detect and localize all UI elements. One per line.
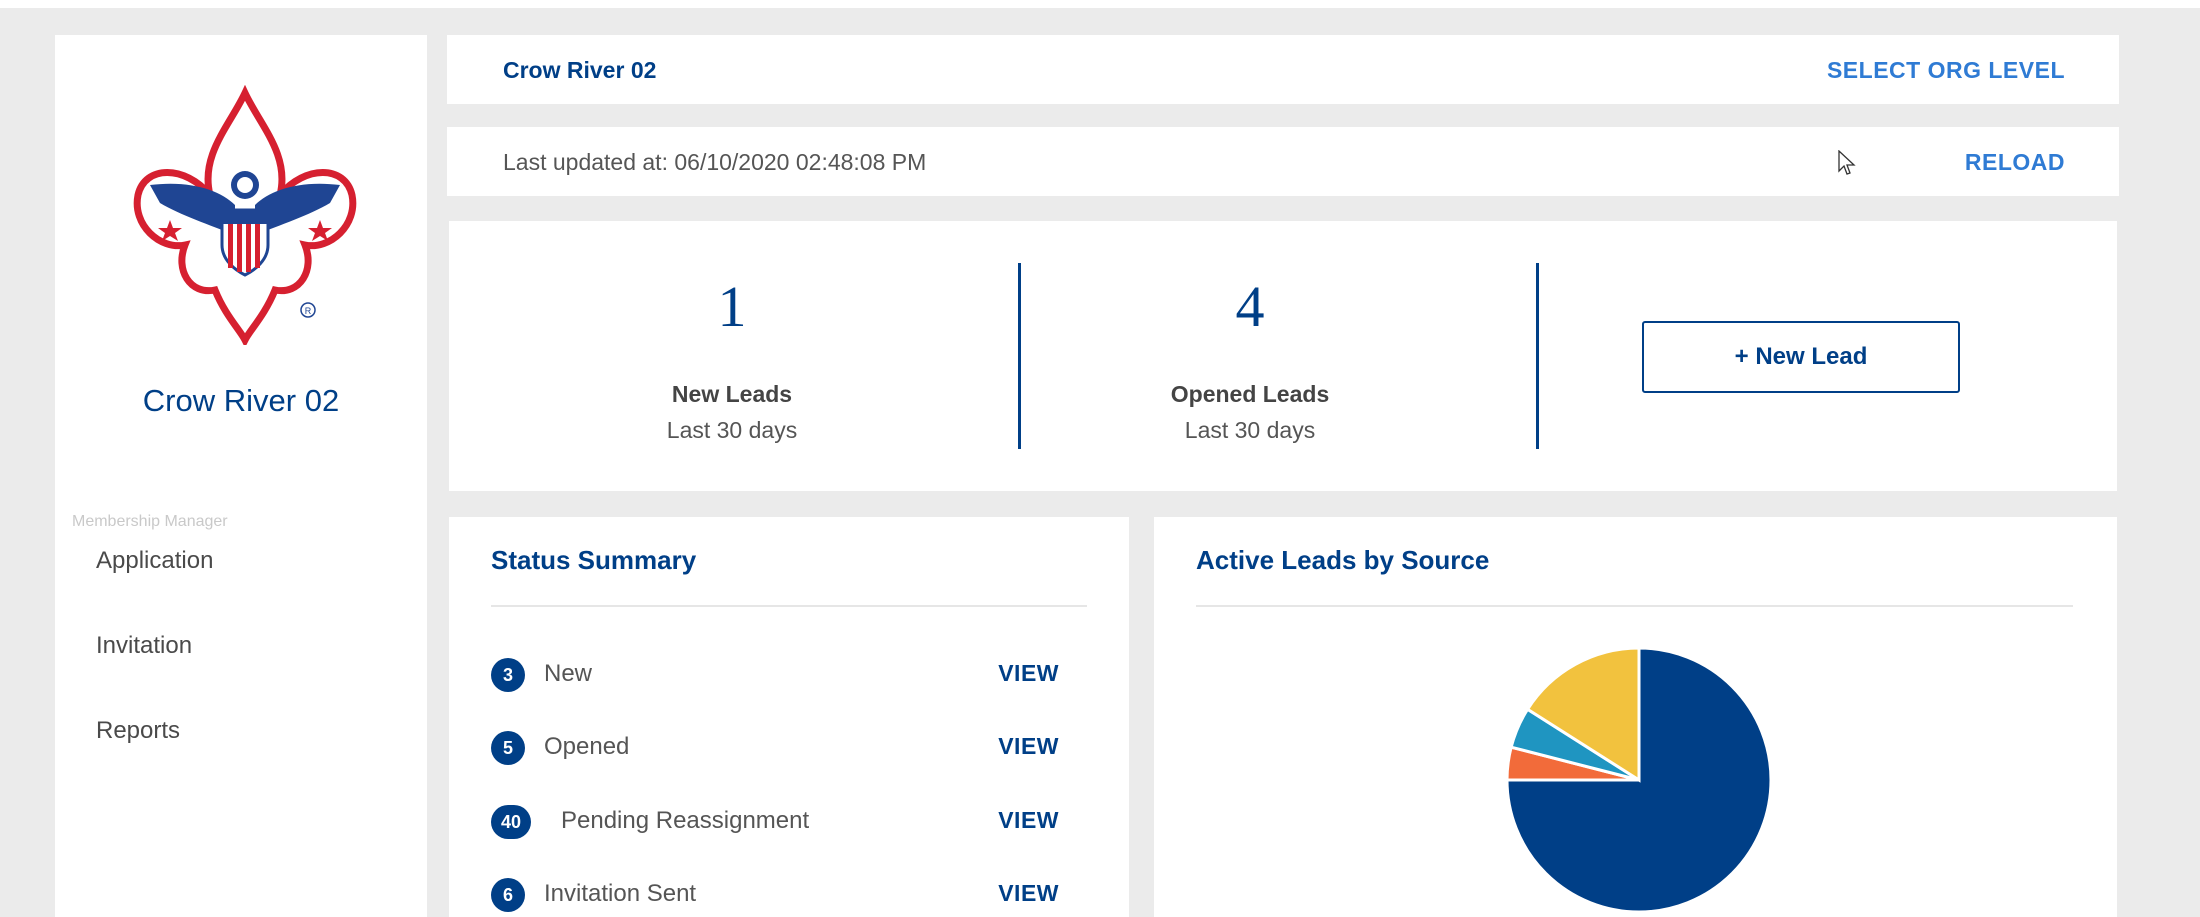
status-label: Invitation Sent: [544, 880, 697, 907]
new-lead-button[interactable]: + New Lead: [1642, 321, 1960, 393]
pie-slice-0: [1505, 646, 1773, 914]
status-row-invitation-sent: 6 Invitation Sent VIEW: [491, 876, 1087, 916]
view-pending-reassignment-link[interactable]: VIEW: [998, 807, 1059, 833]
reload-link[interactable]: RELOAD: [1964, 149, 2065, 175]
stat-opened-leads: 4 Opened Leads Last 30 days: [990, 221, 1510, 491]
bsa-logo-icon: R: [133, 85, 357, 345]
view-invitation-sent-link[interactable]: VIEW: [998, 880, 1059, 906]
divider: [1196, 605, 2073, 607]
stat-sublabel: Last 30 days: [666, 417, 798, 443]
stat-value: 4: [1235, 274, 1265, 339]
top-strip: [0, 0, 2200, 8]
sidebar-item-application[interactable]: Application: [96, 547, 214, 574]
org-header-bar: Crow River 02 SELECT ORG LEVEL: [447, 35, 2119, 104]
stat-divider: [1018, 263, 1021, 449]
stat-sublabel: Last 30 days: [1184, 417, 1316, 443]
mouse-cursor-icon: [1838, 150, 1856, 175]
last-updated-bar: Last updated at: 06/10/2020 02:48:08 PM …: [447, 127, 2119, 196]
sidebar-item-invitation[interactable]: Invitation: [96, 632, 193, 659]
stat-label: Opened Leads: [1170, 381, 1330, 407]
status-label: Opened: [544, 733, 630, 760]
status-summary-card: Status Summary 3 New VIEW 5 Opened VIEW …: [449, 517, 1129, 917]
sidebar-org-title: Crow River 02: [142, 383, 340, 418]
sidebar-section-label: Membership Manager: [72, 513, 228, 530]
stat-label: New Leads: [671, 381, 793, 407]
stat-new-leads: 1 New Leads Last 30 days: [472, 221, 992, 491]
status-label: New: [544, 660, 593, 687]
divider: [491, 605, 1087, 607]
status-row-pending-reassignment: 40 Pending Reassignment VIEW: [491, 803, 1087, 843]
active-leads-by-source-card: Active Leads by Source: [1154, 517, 2117, 917]
sidebar: R Crow River 02 Membership Manager Appli…: [55, 35, 427, 917]
count-badge: 40: [491, 805, 532, 839]
svg-text:R: R: [305, 306, 312, 316]
last-updated-text: Last updated at: 06/10/2020 02:48:08 PM: [503, 149, 927, 175]
source-pie-chart: [1505, 646, 1773, 914]
status-row-new: 3 New VIEW: [491, 656, 1087, 696]
status-label: Pending Reassignment: [561, 807, 810, 834]
view-opened-link[interactable]: VIEW: [998, 733, 1059, 759]
pie-slice-3: [1525, 646, 1641, 783]
count-badge: 5: [491, 731, 525, 765]
stat-value: 1: [717, 274, 747, 339]
org-name: Crow River 02: [503, 57, 657, 83]
count-badge: 6: [491, 878, 525, 912]
sidebar-item-reports[interactable]: Reports: [96, 717, 181, 744]
count-badge: 3: [491, 658, 525, 692]
leads-stats-card: 1 New Leads Last 30 days 4 Opened Leads …: [449, 221, 2117, 491]
status-summary-title: Status Summary: [491, 545, 697, 575]
stat-divider: [1536, 263, 1539, 449]
select-org-level-link[interactable]: SELECT ORG LEVEL: [1826, 57, 2065, 83]
active-leads-title: Active Leads by Source: [1196, 545, 1490, 575]
status-row-opened: 5 Opened VIEW: [491, 729, 1087, 769]
view-new-link[interactable]: VIEW: [998, 660, 1059, 686]
